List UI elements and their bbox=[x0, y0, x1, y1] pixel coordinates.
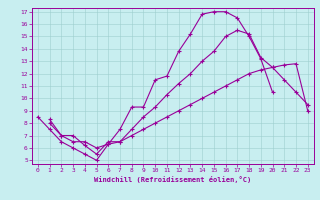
X-axis label: Windchill (Refroidissement éolien,°C): Windchill (Refroidissement éolien,°C) bbox=[94, 176, 252, 183]
